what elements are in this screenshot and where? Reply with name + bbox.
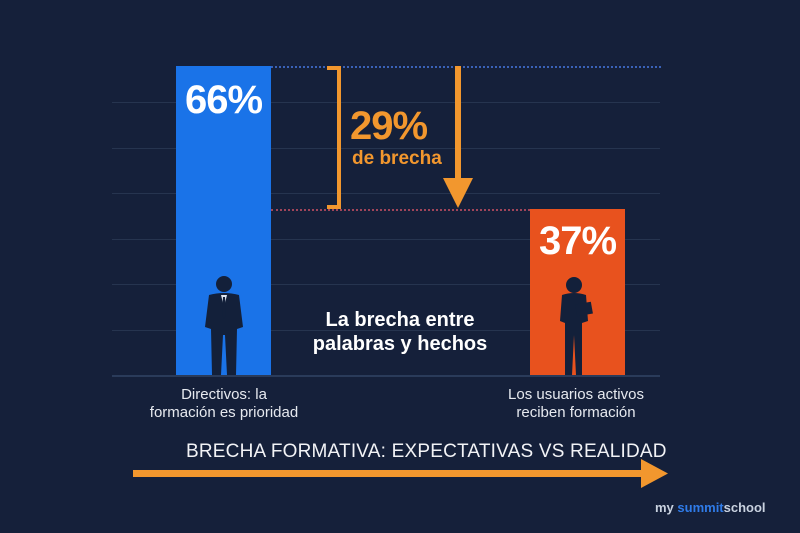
bottom-reference-line bbox=[271, 209, 530, 211]
gridline bbox=[112, 148, 660, 149]
down-arrow-icon bbox=[443, 66, 473, 208]
gridline bbox=[112, 193, 660, 194]
center-note: La brecha entre palabras y hechos bbox=[310, 308, 490, 356]
gap-label: de brecha bbox=[352, 148, 442, 169]
top-reference-line bbox=[271, 66, 661, 68]
logo-prefix: my bbox=[655, 500, 678, 515]
businessman-icon bbox=[205, 276, 243, 375]
category-label-usuarios: Los usuarios activos reciben formación bbox=[476, 386, 676, 422]
user-with-tablet-icon bbox=[560, 277, 593, 375]
gridline bbox=[112, 239, 660, 240]
bar-value-label: 66% bbox=[184, 78, 263, 122]
axis-title: BRECHA FORMATIVA: EXPECTATIVAS VS REALID… bbox=[186, 441, 667, 462]
category-label-line2: reciben formación bbox=[516, 404, 636, 421]
category-label-line2: formación es prioridad bbox=[149, 404, 299, 421]
bar-value-label: 37% bbox=[538, 219, 617, 263]
category-label-directivos: Directivos: la formación es prioridad bbox=[124, 386, 324, 422]
baseline bbox=[112, 375, 660, 377]
logo-highlight: summit bbox=[677, 500, 724, 515]
center-note-line2: palabras y hechos bbox=[312, 333, 488, 355]
bar-directivos: 66% bbox=[176, 66, 271, 375]
logo-suffix: school bbox=[723, 500, 766, 515]
brand-logo: my summitschool bbox=[655, 500, 766, 515]
gridline bbox=[112, 284, 660, 285]
gap-bracket bbox=[327, 66, 341, 209]
center-note-line1: La brecha entre bbox=[325, 309, 475, 331]
category-label-line1: Los usuarios activos bbox=[508, 386, 644, 403]
gap-value: 29% bbox=[350, 104, 428, 148]
gridline bbox=[112, 102, 660, 103]
gridline bbox=[112, 330, 660, 331]
right-arrow-icon bbox=[133, 459, 668, 488]
bar-usuarios: 37% bbox=[530, 209, 625, 375]
category-label-line1: Directivos: la bbox=[181, 386, 267, 403]
